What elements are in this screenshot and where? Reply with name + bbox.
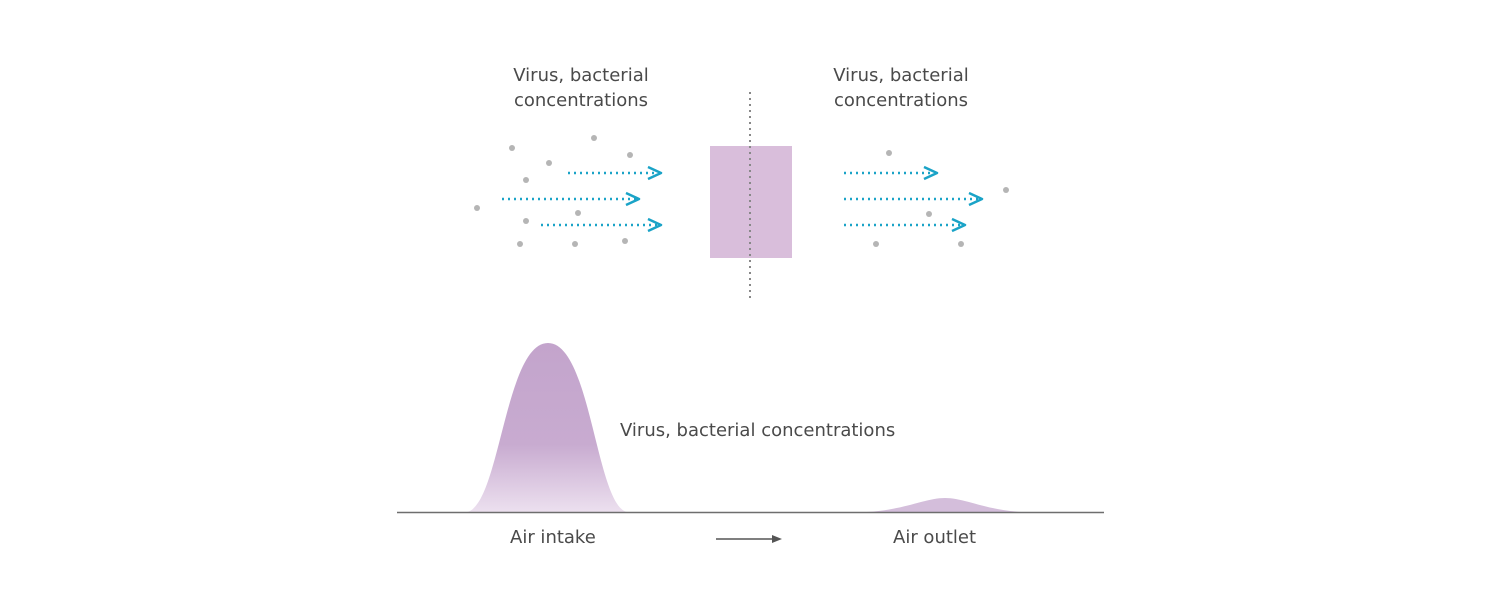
outlet-airflow-arrows [844,165,984,233]
outlet-concentration-heading: Virus, bacterial concentrations [833,65,969,111]
arrow-icon [568,165,663,181]
flow-direction-arrow-icon [716,535,782,543]
arrow-icon [844,217,967,233]
intake-concentration-heading: Virus, bacterial concentrations [513,65,649,111]
outlet-particles [873,150,1009,247]
particle-dot [572,241,578,247]
particle-dot [926,211,932,217]
particle-dot [474,205,480,211]
particle-dot [873,241,879,247]
air-intake-label: Air intake [510,527,596,548]
particle-dot [523,218,529,224]
particle-dot [509,145,515,151]
particle-dot [627,152,633,158]
concentration-band-label: Virus, bacterial concentrations [620,420,896,441]
particle-dot [517,241,523,247]
particle-dot [523,177,529,183]
arrow-icon [844,191,984,207]
intake-concentration-peak [467,343,627,512]
intake-particles [474,135,633,247]
particle-dot [575,210,581,216]
intake-airflow-arrows [502,165,663,233]
air-outlet-label: Air outlet [893,527,977,548]
particle-dot [591,135,597,141]
arrow-icon [844,165,939,181]
particle-dot [1003,187,1009,193]
particle-dot [886,150,892,156]
arrow-icon [502,191,641,207]
particle-dot [958,241,964,247]
particle-dot [622,238,628,244]
arrow-icon [541,217,663,233]
outlet-concentration-peak [866,498,1022,512]
particle-dot [546,160,552,166]
